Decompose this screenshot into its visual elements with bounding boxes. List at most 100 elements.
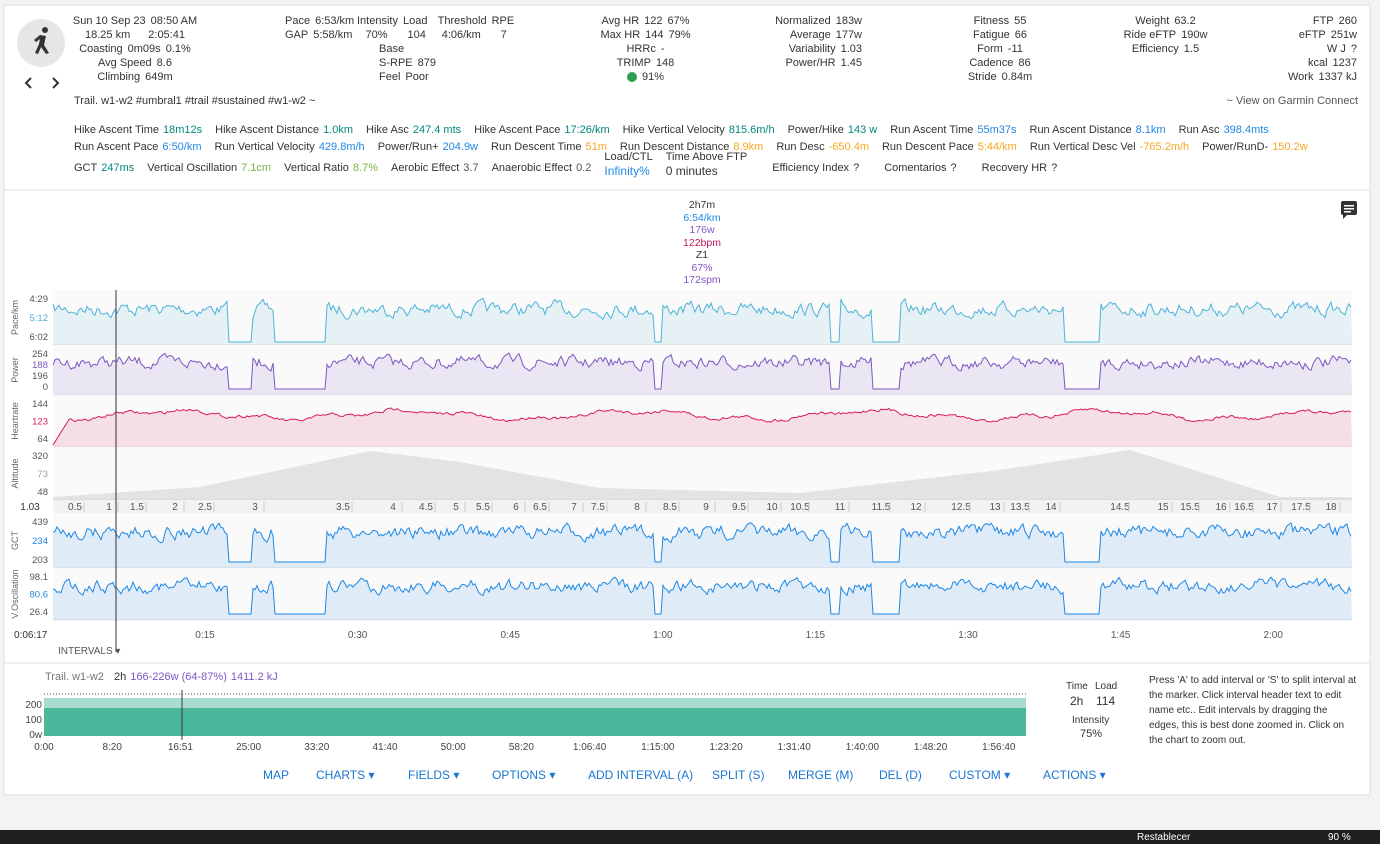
stat-text: 177w xyxy=(835,29,862,41)
toolbar-button[interactable]: CUSTOM ▾ xyxy=(949,768,1011,782)
stat-text: 649m xyxy=(145,71,173,83)
intervals-toggle[interactable]: INTERVALS ▾ xyxy=(58,646,121,657)
marker-readout: 6:54/km xyxy=(683,211,721,224)
field-label: Aerobic Effect xyxy=(391,161,460,174)
stat-row: 91% xyxy=(598,70,693,84)
taskbar-text: Restablecer xyxy=(1137,832,1191,843)
help-text: Press 'A' to add interval or 'S' to spli… xyxy=(1149,675,1357,746)
custom-field: Recovery HR? xyxy=(982,161,1058,175)
stat-text: Ride eFTP xyxy=(1123,29,1177,41)
time-tick-label: 0:30 xyxy=(348,630,368,641)
stat-text: Form xyxy=(977,43,1003,55)
field-label: Anaerobic Effect xyxy=(491,161,573,174)
stat-text: Fitness xyxy=(973,15,1010,27)
toolbar-button[interactable]: SPLIT (S) xyxy=(712,768,765,782)
toolbar-button[interactable]: OPTIONS ▾ xyxy=(492,768,556,782)
field-value: 8.9km xyxy=(733,141,764,153)
distance-tick-label: 4.5 xyxy=(419,502,433,513)
stat-text: 104 xyxy=(407,29,426,41)
distance-tick-label: 14.5 xyxy=(1110,502,1130,513)
field-label: Recovery HR xyxy=(981,161,1048,174)
panel-tick-label: 254 xyxy=(32,349,48,360)
distance-tick-label: 9 xyxy=(703,502,709,513)
interval-work: 1411.2 kJ xyxy=(230,671,278,683)
stat-row: eFTP 251w xyxy=(1255,28,1357,42)
interval-x-label: 58:20 xyxy=(509,742,534,753)
custom-field: Power/Run+ 204.9w xyxy=(378,140,478,154)
distance-tick-label: 12 xyxy=(910,502,922,513)
interval-x-label: 1:40:00 xyxy=(846,742,880,753)
time-tick-label: 2:00 xyxy=(1263,630,1283,641)
custom-field: Run Descent Distance 8.9km xyxy=(620,140,763,154)
panel-tick-label: 48 xyxy=(37,487,48,498)
interval-x-label: 33:20 xyxy=(304,742,329,753)
panel-tick-label: 26.4 xyxy=(30,607,49,618)
custom-field: Run Desc -650.4m xyxy=(776,140,869,154)
panel-tick-label: 439 xyxy=(32,517,48,528)
stat-text: Efficiency xyxy=(1131,43,1179,55)
distance-start: 1.03 xyxy=(20,502,40,513)
stat-text: Pace xyxy=(285,15,311,27)
garmin-link[interactable]: ~ View on Garmin Connect xyxy=(1226,95,1358,107)
custom-field: Power/RunD- 150.2w xyxy=(1202,140,1308,154)
field-value: ? xyxy=(1051,161,1058,174)
panel-tick-label: 188 xyxy=(32,360,48,371)
stat-text: 1.45 xyxy=(840,57,862,69)
toolbar-button[interactable]: FIELDS ▾ xyxy=(408,768,460,782)
runner-icon xyxy=(34,27,49,54)
trace xyxy=(52,576,1352,615)
time-tick-label: 1:00 xyxy=(653,630,673,641)
field-label: Run Ascent Pace xyxy=(74,141,159,153)
toolbar-button[interactable]: ADD INTERVAL (A) xyxy=(588,768,694,782)
panel-bg xyxy=(53,568,1352,620)
custom-field: Run Descent Pace 5:44/km xyxy=(882,140,1017,154)
custom-field: Hike Asc 247.4 mts xyxy=(366,123,461,137)
distance-tick-label: 3 xyxy=(252,502,258,513)
distance-tick-label: 7.5 xyxy=(591,502,605,513)
field-value: ? xyxy=(853,161,860,174)
field-label: Run Vertical Velocity xyxy=(214,141,315,153)
distance-tick-label: 12.5 xyxy=(951,502,971,513)
panel-label: Pace/km xyxy=(10,300,20,335)
toolbar-button[interactable]: CHARTS ▾ xyxy=(316,768,375,782)
toolbar-button[interactable]: DEL (D) xyxy=(879,768,922,782)
marker-readout: 176w xyxy=(689,224,715,236)
prev-arrow[interactable] xyxy=(24,77,32,89)
comment-icon[interactable] xyxy=(1341,201,1357,219)
toolbar-button[interactable]: MAP xyxy=(263,768,290,782)
field-value: 0.2 xyxy=(576,161,592,174)
custom-field: Hike Vertical Velocity 815.6m/h xyxy=(623,123,775,137)
toolbar-button[interactable]: ACTIONS ▾ xyxy=(1043,768,1106,782)
next-arrow[interactable] xyxy=(52,77,60,89)
stat-text: Feel xyxy=(379,71,401,83)
panel-bg xyxy=(53,395,1352,447)
trace-fill xyxy=(53,298,1352,345)
field-row: Run Ascent Pace 6:50/km Run Vertical Veloc… xyxy=(74,133,1308,154)
field-value: 815.6m/h xyxy=(728,124,775,136)
stat-row: Form -11 xyxy=(950,42,1050,56)
interval-name: Trail. w1-w2 xyxy=(45,671,104,683)
load-value: 114 xyxy=(1096,694,1116,708)
interval-x-label: 1:56:40 xyxy=(982,742,1016,753)
stat-row: Power/HR 1.45 xyxy=(757,56,862,70)
stat-text: 879 xyxy=(417,57,436,69)
distance-tick-label: 5 xyxy=(453,502,459,513)
stat-row: Efficiency 1.5 xyxy=(1108,42,1223,56)
custom-field: Load/CTL Infinity% xyxy=(604,150,652,178)
toolbar-button[interactable]: MERGE (M) xyxy=(788,768,854,782)
stat-text: 7 xyxy=(500,29,507,41)
stat-text: 86 xyxy=(1018,57,1031,69)
panel-tick-label: 0 xyxy=(43,382,48,393)
field-label: Hike Vertical Velocity xyxy=(622,124,725,136)
stat-text: 6:53/km xyxy=(315,15,355,27)
field-label: Run Ascent Time xyxy=(890,124,974,136)
field-label: Power/Hike xyxy=(787,124,844,136)
distance-tick-label: 2.5 xyxy=(198,502,212,513)
custom-field: Run Asc 398.4mts xyxy=(1179,123,1269,137)
trace xyxy=(52,352,1352,390)
field-value: 8.1km xyxy=(1135,124,1166,136)
distance-tick-label: 9.5 xyxy=(732,502,746,513)
field-label: Hike Asc xyxy=(366,124,409,136)
stat-text: TRIMP xyxy=(616,57,651,69)
panel-tick-label: 144 xyxy=(32,399,48,410)
